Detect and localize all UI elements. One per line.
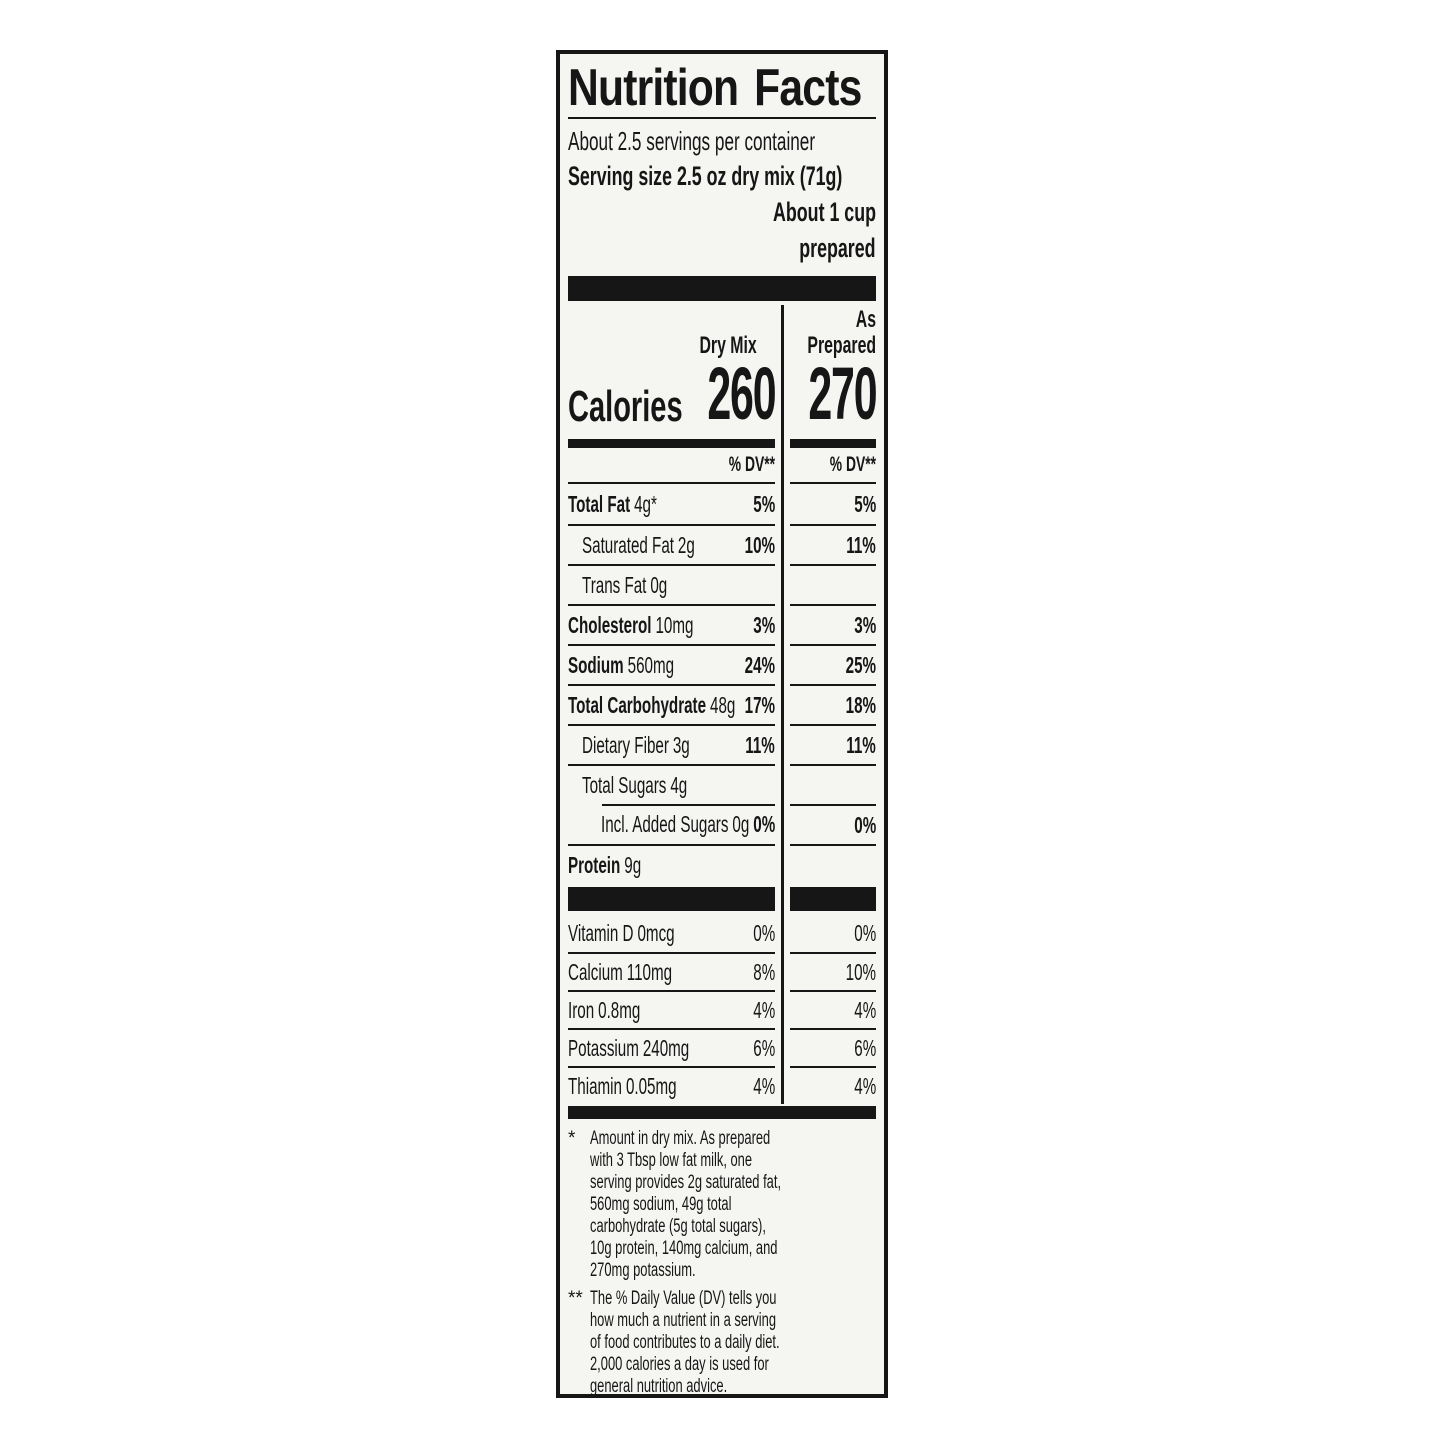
dv-header-as-prepared: % DV** [829,453,876,476]
row-dietary-fiber: Dietary Fiber 3g 11% 11% [568,724,876,764]
row-incl-added-sugars: Incl. Added Sugars 0g 0% 0% [568,804,876,844]
footnote-1: * Amount in dry mix. As prepared with 3 T… [568,1128,876,1282]
row-calcium: Calcium 110mg 8% 10% [568,952,876,990]
row-cholesterol: Cholesterol 10mg 3% 3% [568,604,876,644]
calories-as-prepared-value: 270 [807,352,877,435]
servings-per-container: About 2.5 servings per container [568,126,816,156]
column-header-as-prepared: As Prepared [807,306,876,359]
nutrient-rows: Total Fat 4g* 5% 5% Saturated Fat 2g 10% 1… [568,484,876,884]
row-thiamin: Thiamin 0.05mg 4% 4% [568,1066,876,1104]
label-title: Nutrition Facts [568,59,862,117]
footnotes: * Amount in dry mix. As prepared with 3 T… [568,1128,876,1397]
row-potassium: Potassium 240mg 6% 6% [568,1028,876,1066]
footnote-marker: * [568,1128,576,1149]
vitamin-rows: Vitamin D 0mcg 0% 0% Calcium 110mg 8% 10% … [568,914,876,1104]
separator-bar-bottom [568,1106,876,1119]
column-header-row: Dry Mix As Prepared [568,301,876,363]
footnote-marker: ** [568,1288,583,1309]
calories-row: Calories 260 270 [568,357,877,433]
footnote-2: ** The % Daily Value (DV) tells you how m… [568,1288,876,1397]
serving-about-line1: About 1 cup [773,197,876,227]
row-saturated-fat: Saturated Fat 2g 10% 11% [568,524,876,564]
row-protein: Protein 9g [568,844,876,884]
row-total-carbohydrate: Total Carbohydrate 48g 17% 18% [568,684,876,724]
footnote-text: Amount in dry mix. As prepared with 3 Tb… [590,1128,782,1281]
column-divider [781,305,784,1104]
row-vitamin-d: Vitamin D 0mcg 0% 0% [568,919,876,946]
columns-section: Dry Mix As Prepared Calories 260 270 [568,301,877,1104]
calories-underline-bars [568,439,876,448]
nutrition-facts-label: Nutrition Facts About 2.5 servings per c… [556,50,888,1398]
row-trans-fat: Trans Fat 0g [568,564,876,604]
title-rule [568,117,876,119]
separator-bars-split [568,887,876,911]
calories-label: Calories [568,382,683,431]
daily-value-header-row: % DV** % DV** [568,448,876,484]
footnote-text: The % Daily Value (DV) tells you how muc… [590,1288,780,1397]
dv-header-dry-mix: % DV** [728,453,775,476]
row-sodium: Sodium 560mg 24% 25% [568,644,876,684]
calories-dry-mix-value: 260 [706,352,776,435]
column-header-dry-mix: Dry Mix [699,332,757,359]
row-total-fat: Total Fat 4g* 5% 5% [568,490,876,517]
separator-bar-top [568,276,876,301]
serving-about-line2: prepared [799,233,876,263]
row-iron: Iron 0.8mg 4% 4% [568,990,876,1028]
row-total-sugars: Total Sugars 4g [568,764,876,804]
serving-size: Serving size 2.5 oz dry mix (71g) [568,161,843,191]
